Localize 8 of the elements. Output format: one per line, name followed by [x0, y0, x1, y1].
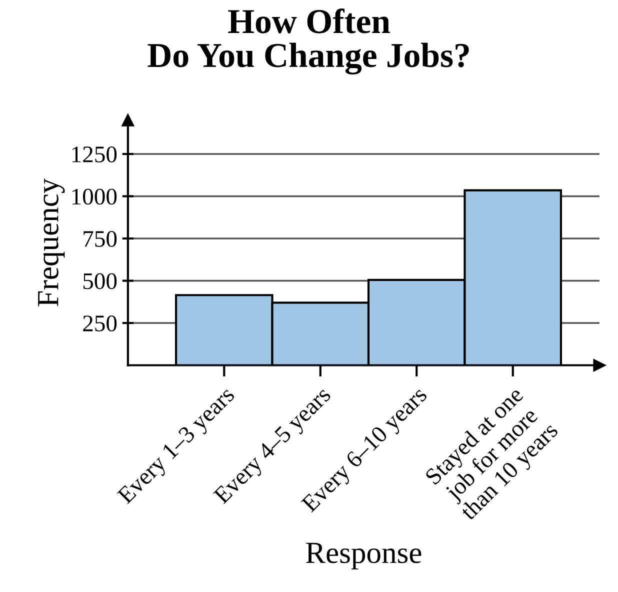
y-tick-label: 500 [83, 273, 117, 290]
chart-title: How Often Do You Change Jobs? [148, 8, 469, 75]
y-tick-label: 250 [83, 316, 117, 332]
y-tick-label: 1250 [72, 146, 117, 162]
y-tick-label: 750 [84, 230, 117, 247]
y-axis-title: Frequency [38, 178, 65, 306]
y-tick-label: 1000 [72, 188, 117, 205]
x-axis-title: Response [306, 542, 422, 570]
